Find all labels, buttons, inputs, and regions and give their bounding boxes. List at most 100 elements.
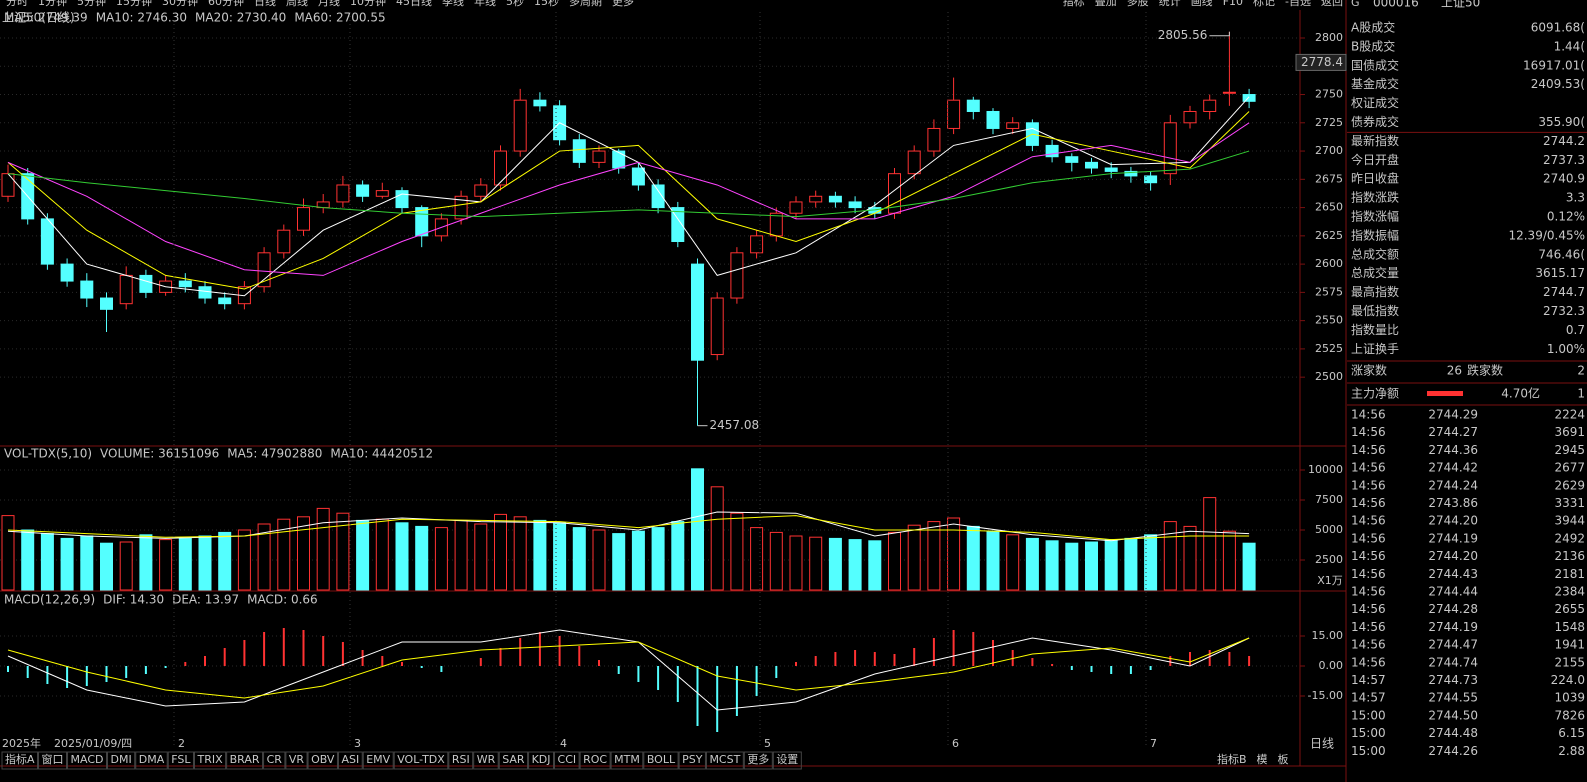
volume-bar [297,516,310,591]
indicator-legend: MA5: 47902880 [227,447,322,461]
tab-frame [135,751,168,770]
tool-button[interactable]: 画线 [1191,0,1213,8]
tool-button[interactable]: 指标 [1063,0,1085,8]
trade-price: 2744.26 [1428,744,1478,758]
stat-label: 总成交量 [1351,265,1399,280]
volume-bar [218,531,232,591]
indicator-tab[interactable]: MCST [709,753,740,766]
period-tab[interactable]: 月线 [318,0,340,8]
indicator-tab[interactable]: CR [267,753,283,766]
y-tick-label: 2750 [1315,88,1343,101]
tool-button[interactable]: 叠加 [1095,0,1117,8]
y-tick-label: 7500 [1315,493,1343,506]
tool-button[interactable]: 返回 [1321,0,1343,8]
stat-value: 6091.68( [1531,21,1585,35]
period-tab[interactable]: 分时 [6,0,28,8]
indicator-tab[interactable]: RSI [452,753,470,766]
period-tab[interactable]: 15分钟 [116,0,152,8]
indicator-tab[interactable]: BOLL [647,753,676,766]
indicator-tab[interactable]: DMI [111,753,132,766]
indicator-tab[interactable]: ASI [341,753,359,766]
indicator-tab[interactable]: VOL-TDX [397,753,445,766]
candle-body [710,297,724,356]
trade-time: 14:56 [1351,408,1386,422]
y-tick-label: -15.00 [1308,689,1343,702]
period-tab[interactable]: 更多 [612,0,634,8]
indicator-legend: VOLUME: 36151096 [100,447,219,461]
panel-tab[interactable]: 模 [1257,753,1268,766]
low-annotation: 2457.08 [710,418,760,432]
candle-body [809,195,823,203]
period-tab[interactable]: 5分钟 [77,0,106,8]
panel-tab[interactable]: 板 [1278,752,1289,766]
stat-value: 1.44( [1554,39,1585,53]
period-tab[interactable]: 日线 [254,0,276,8]
indicator-tab[interactable]: VR [289,753,305,766]
indicator-tab[interactable]: PSY [682,753,703,766]
indicator-tab[interactable]: TRIX [196,753,223,766]
indicator-tab[interactable]: WR [477,753,496,766]
indicator-tab[interactable]: 更多 [747,752,769,766]
y-tick-label: 2700 [1315,144,1343,157]
candle-body [631,167,645,186]
date-label: 2 [178,737,185,750]
indicator-legend: VOL-TDX(5,10) [4,447,92,461]
indicator-tab[interactable]: CCI [558,753,577,766]
tool-button[interactable]: F10 [1223,0,1243,8]
trade-price: 2744.27 [1428,425,1478,439]
trade-time: 14:56 [1351,655,1386,669]
volume-bar [60,537,74,591]
annotation-arrow [1209,31,1230,37]
indicator-tab[interactable]: KDJ [532,753,551,766]
candle-body [691,263,704,361]
period-tab[interactable]: 10分钟 [350,0,386,8]
date-label: 5 [764,737,771,750]
volume-bar [415,525,429,591]
period-tab[interactable]: 周线 [286,0,308,8]
period-tab[interactable]: 1分钟 [38,0,67,8]
trade-volume: 1039 [1554,691,1585,705]
candle-body [474,184,488,197]
indicator-tab[interactable]: FSL [171,753,191,766]
period-tab[interactable]: 5秒 [506,0,524,8]
candle-body [40,218,54,265]
period-tab[interactable]: 年线 [474,0,496,8]
chart-title: 上证50(日线) [2,11,75,25]
volume-bar [947,517,961,591]
period-tab[interactable]: 季线 [442,0,464,8]
indicator-tab[interactable]: 窗口 [42,752,64,766]
period-tab[interactable]: 45日线 [396,0,432,8]
tab-frame [643,751,679,770]
tool-button[interactable]: -自选 [1285,0,1311,8]
indicator-tab[interactable]: MACD [71,753,104,766]
candle-body [415,207,429,237]
trade-time: 14:56 [1351,478,1386,492]
volume-bar [651,527,665,591]
indicator-tab[interactable]: OBV [311,753,335,766]
indicator-tab[interactable]: 设置 [776,753,798,766]
tool-button[interactable]: 标记 [1253,0,1275,8]
period-tab[interactable]: 15秒 [534,0,559,8]
candle-body [454,195,468,220]
candle-body [257,252,271,288]
indicator-tab[interactable]: DMA [139,753,165,766]
indicator-tab[interactable]: ROC [583,753,607,766]
indicator-legend: MACD: 0.66 [247,593,318,607]
trade-volume: 2224 [1554,408,1585,422]
volume-bar [139,534,153,591]
trade-volume: 1548 [1554,620,1585,634]
period-tab[interactable]: 30分钟 [162,0,198,8]
indicator-tab[interactable]: BRAR [230,753,260,766]
indicator-tab[interactable]: MTM [614,753,640,766]
period-tab[interactable]: 60分钟 [208,0,244,8]
panel-tab[interactable]: 指标B [1217,752,1247,766]
volume-bar [966,525,980,591]
indicator-tab[interactable]: EMV [366,753,390,766]
tool-button[interactable]: 多股 [1127,0,1149,8]
volume-bar [1085,541,1098,591]
tool-button[interactable]: 统计 [1159,0,1181,8]
candle-body [356,184,370,197]
period-tab[interactable]: 多周期 [569,0,602,8]
indicator-tab[interactable]: 指标A [5,752,35,766]
indicator-tab[interactable]: SAR [502,753,525,766]
